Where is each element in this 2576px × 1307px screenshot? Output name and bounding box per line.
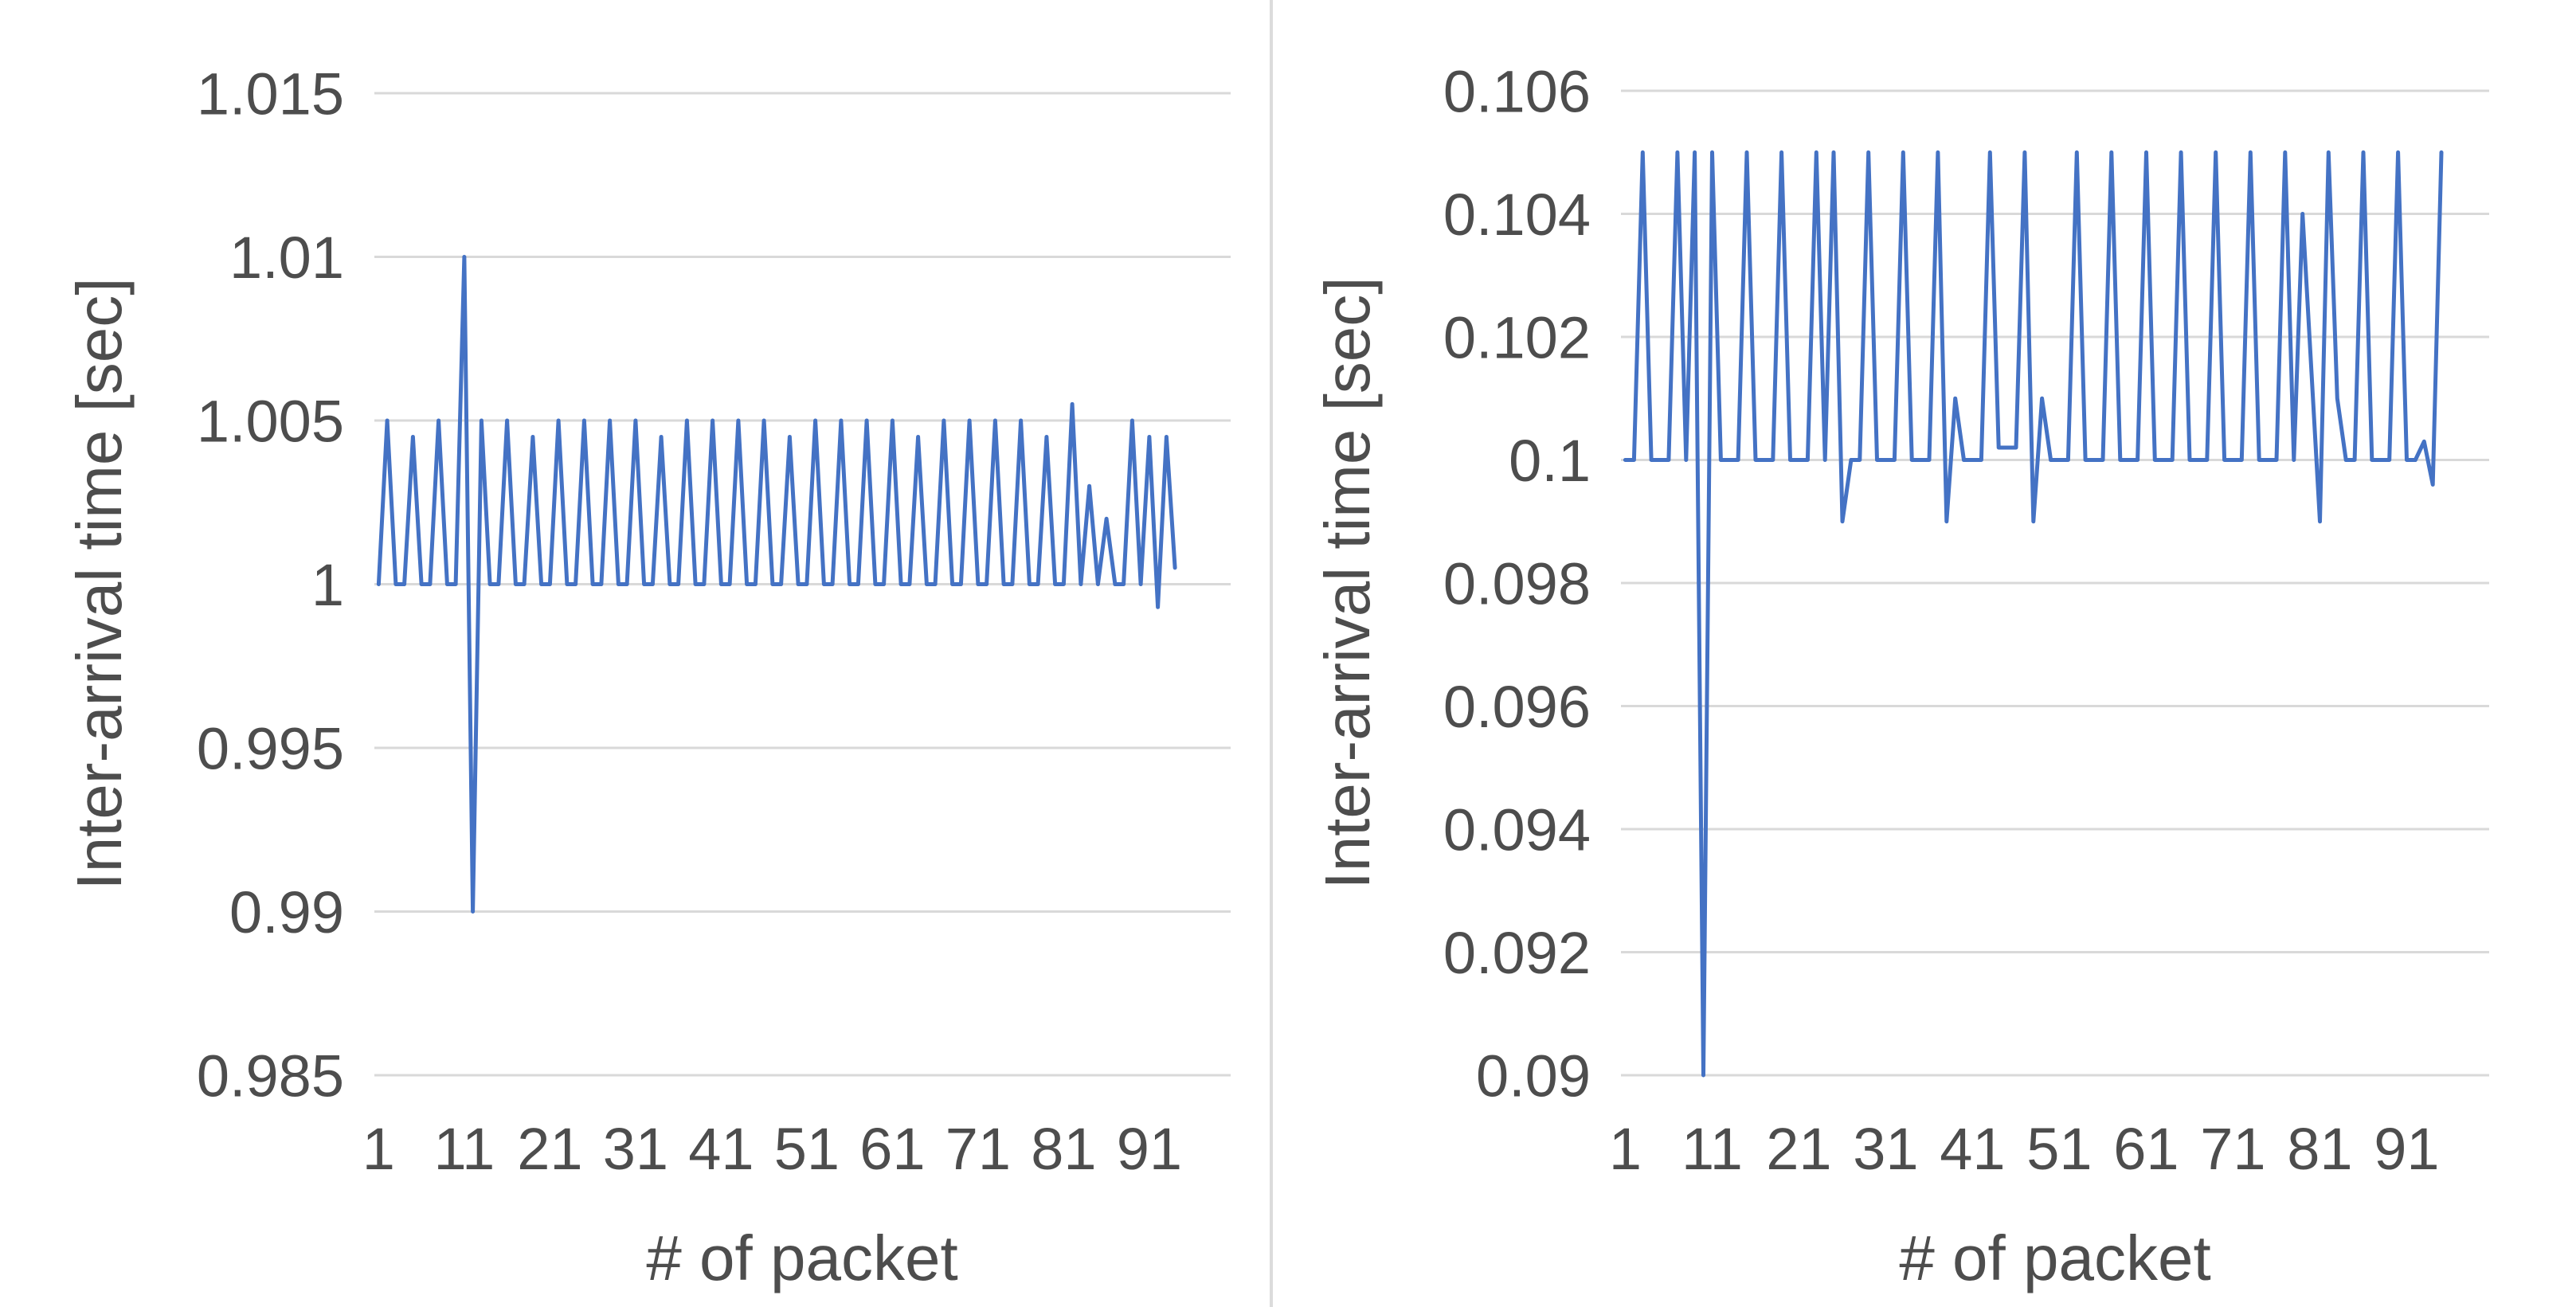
y-tick-label: 0.104	[1443, 182, 1591, 248]
y-tick-label: 0.106	[1443, 59, 1591, 125]
y-tick-label: 1.015	[197, 61, 344, 127]
x-tick-label: 51	[774, 1116, 840, 1182]
left-chart-x-axis-title: # of packet	[646, 1223, 958, 1293]
y-tick-label: 0.09	[1476, 1043, 1591, 1109]
panel-divider-line	[1270, 0, 1273, 1307]
x-tick-label: 61	[2113, 1116, 2179, 1182]
y-tick-label: 0.096	[1443, 674, 1591, 740]
y-tick-label: 0.985	[197, 1043, 344, 1109]
y-tick-label: 0.092	[1443, 920, 1591, 986]
x-tick-label: 61	[859, 1116, 925, 1182]
y-tick-label: 0.098	[1443, 551, 1591, 617]
y-tick-label: 1.005	[197, 389, 344, 455]
series-line	[1623, 150, 2444, 1078]
x-tick-label: 21	[517, 1116, 582, 1182]
y-tick-label: 1	[311, 552, 344, 618]
y-tick-label: 0.99	[229, 879, 344, 945]
left-chart-y-axis-title: Inter-arrival time [sec]	[64, 277, 135, 890]
x-tick-label: 41	[688, 1116, 754, 1182]
x-tick-label: 1	[362, 1116, 395, 1182]
y-tick-label: 1.01	[229, 225, 344, 291]
x-tick-label: 81	[2287, 1116, 2352, 1182]
x-tick-label: 71	[945, 1116, 1011, 1182]
x-tick-label: 31	[603, 1116, 668, 1182]
y-tick-label: 0.995	[197, 716, 344, 782]
x-tick-label: 11	[433, 1116, 495, 1182]
x-tick-label: 91	[1117, 1116, 1182, 1182]
x-tick-label: 91	[2374, 1116, 2439, 1182]
right-chart-y-axis-title: Inter-arrival time [sec]	[1312, 276, 1383, 890]
x-tick-label: 1	[1609, 1116, 1642, 1182]
x-tick-label: 11	[1681, 1116, 1743, 1182]
series-line	[376, 255, 1177, 914]
x-tick-label: 21	[1766, 1116, 1831, 1182]
y-tick-label: 0.102	[1443, 305, 1591, 371]
right-chart-plot: 0.106 0.104 0.102 0.1 0.098 0.096 0.094 0.092 0.…	[1443, 59, 2489, 1182]
x-tick-label: 71	[2200, 1116, 2265, 1182]
right-chart-x-axis-title: # of packet	[1899, 1223, 2211, 1293]
x-tick-label: 41	[1940, 1116, 2005, 1182]
x-tick-label: 81	[1031, 1116, 1096, 1182]
y-tick-label: 0.1	[1509, 428, 1591, 494]
x-tick-label: 51	[2026, 1116, 2092, 1182]
y-tick-label: 0.094	[1443, 797, 1591, 863]
x-tick-label: 31	[1853, 1116, 1918, 1182]
